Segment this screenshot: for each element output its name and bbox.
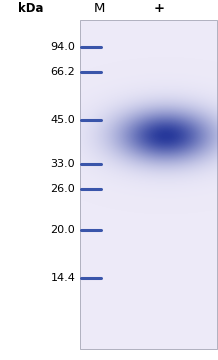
- Text: 26.0: 26.0: [50, 184, 75, 194]
- FancyBboxPatch shape: [80, 20, 217, 349]
- Text: 66.2: 66.2: [50, 67, 75, 77]
- Text: 20.0: 20.0: [50, 225, 75, 235]
- Text: 45.0: 45.0: [50, 114, 75, 125]
- Text: kDa: kDa: [18, 2, 43, 15]
- Text: 14.4: 14.4: [50, 273, 75, 283]
- Text: M: M: [94, 2, 105, 15]
- Text: +: +: [154, 2, 165, 15]
- Text: 94.0: 94.0: [50, 42, 75, 52]
- Text: 33.0: 33.0: [51, 159, 75, 169]
